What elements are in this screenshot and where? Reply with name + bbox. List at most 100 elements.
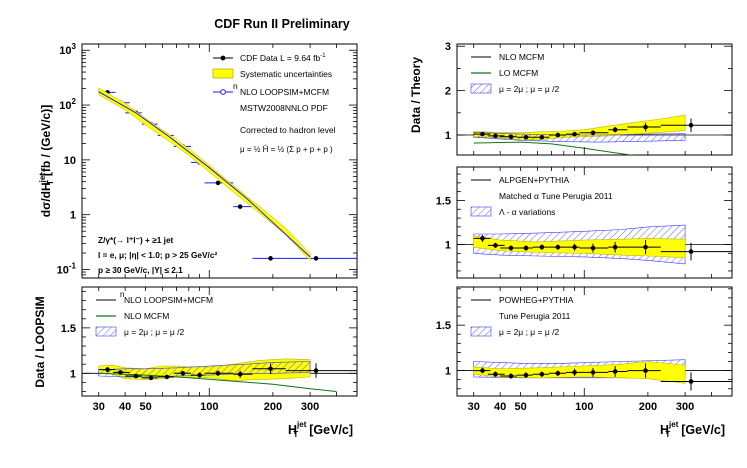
- alpgen-ratio-plot: [457, 224, 732, 265]
- data-point: [180, 370, 186, 376]
- y-tick-label: 1: [445, 366, 451, 378]
- powheg-data-series: [473, 363, 732, 391]
- mcfm-data-series: [473, 118, 732, 140]
- data-point: [539, 134, 545, 140]
- alpgen-data-series: [473, 234, 732, 261]
- selection-line-2: l = e, μ; |η| < 1.0; p > 25 GeV/c²: [98, 250, 217, 260]
- data-point: [688, 249, 694, 254]
- loopsim-legend-entry: NLO MCFM: [96, 311, 169, 321]
- svg-text:POWHEG+PYTHIA: POWHEG+PYTHIA: [499, 295, 574, 305]
- info-hadron: Corrected to hadron level: [240, 125, 336, 135]
- powheg-ratio-plot: [457, 359, 732, 391]
- main-theory-series: [98, 91, 311, 258]
- powheg-ratio-frame: [456, 286, 733, 397]
- legend-theory-over: n: [233, 81, 238, 91]
- y-tick-label: 3: [445, 41, 451, 53]
- data-point: [539, 244, 545, 250]
- data-point: [572, 370, 577, 375]
- x-tick-label: 30: [468, 401, 480, 413]
- powheg-legend-entry: μ = 2μ ; μ = μ /2: [470, 326, 559, 337]
- data-point: [118, 370, 123, 375]
- svg-text:μ = 2μ ; μ = μ /2: μ = 2μ ; μ = μ /2: [499, 327, 559, 337]
- data-point: [643, 244, 648, 250]
- data-point: [590, 370, 596, 375]
- data-point: [215, 180, 221, 186]
- alpgen-ratio-frame: [456, 166, 733, 279]
- data-point: [508, 245, 514, 251]
- selection-line-1: Z/γ*(→ l⁺l⁻) + ≥1 jet: [98, 235, 174, 245]
- data-point: [268, 366, 273, 372]
- mcfm-ratio-plot: [457, 114, 732, 155]
- data-point: [148, 375, 154, 381]
- data-point: [555, 244, 561, 250]
- data-point: [643, 124, 648, 130]
- data-point: [480, 131, 485, 137]
- data-point: [105, 367, 110, 372]
- mcfm-legend-entry: LO MCFM: [471, 68, 538, 78]
- data-point: [539, 371, 545, 377]
- data-point: [572, 131, 577, 137]
- y-tick-label: 1: [70, 368, 76, 380]
- y-tick-label: 2: [445, 86, 451, 98]
- legend-theory: NLO LOOPSIM+MCFM: [240, 87, 329, 97]
- legend-data: CDF Data L = 9.64 fb-1: [240, 53, 326, 63]
- alpgen-legend-entry: ALPGEN+PYTHIA: [471, 175, 569, 185]
- svg-text:LO MCFM: LO MCFM: [499, 68, 538, 78]
- x-tick-label: 40: [119, 401, 131, 413]
- info-pdf: MSTW2008NNLO PDF: [240, 103, 328, 113]
- data-point: [612, 127, 618, 132]
- data-point: [612, 369, 618, 374]
- data-point: [572, 244, 577, 250]
- svg-text:Λ - α variations: Λ - α variations: [499, 207, 555, 217]
- data-point: [480, 368, 485, 373]
- alpgen-legend-entry: Λ - α variations: [470, 206, 555, 217]
- data-point: [237, 204, 243, 209]
- loopsim-ratio-plot: [82, 358, 357, 392]
- selection-line-3: p ≥ 30 GeV/c, |Y| ≤ 2.1: [98, 265, 183, 275]
- data-point: [555, 370, 561, 376]
- y-tick-label: 1: [70, 210, 76, 222]
- data-point: [590, 245, 596, 251]
- svg-text:NLO LOOPSIM+MCFM: NLO LOOPSIM+MCFM: [124, 295, 213, 305]
- data-point: [523, 245, 529, 251]
- data-point: [313, 256, 319, 261]
- mcfm-legend-entry: μ = 2μ ; μ = μ /2: [470, 83, 559, 94]
- mcfm-legend-entry: NLO MCFM: [471, 52, 544, 62]
- data-point: [508, 373, 514, 379]
- x-tick-label: 100: [200, 401, 218, 413]
- svg-text:NLO MCFM: NLO MCFM: [124, 311, 169, 321]
- main-legend: CDF Data L = 9.64 fb-1 Systematic uncert…: [212, 53, 336, 154]
- data-point: [133, 373, 139, 379]
- data-point: [164, 374, 170, 380]
- svg-text:Tune Perugia 2011: Tune Perugia 2011: [499, 311, 571, 321]
- data-point: [612, 244, 618, 250]
- data-point: [523, 372, 529, 378]
- y-tick-label: 103: [59, 42, 76, 57]
- loopsim-ratio-frame: [81, 286, 358, 397]
- data-point: [197, 372, 202, 378]
- data-point: [688, 379, 694, 384]
- powheg-legend-entry: Tune Perugia 2011: [499, 311, 571, 321]
- y-tick-label: 10: [64, 155, 76, 167]
- powheg-legend-entry: POWHEG+PYTHIA: [471, 295, 574, 305]
- mcfm-ratio-frame: [456, 43, 733, 156]
- data-point: [493, 133, 498, 139]
- y-tick-label: 102: [59, 97, 76, 112]
- loopsim-y-axis-label: Data / LOOPSIM: [33, 296, 47, 387]
- x-tick-label: 50: [515, 401, 527, 413]
- x-tick-label: 300: [301, 401, 319, 413]
- x-tick-label: 200: [639, 401, 657, 413]
- y-tick-label: 10-1: [57, 262, 77, 277]
- data-point: [313, 368, 319, 373]
- y-tick-label: 1.5: [436, 195, 451, 207]
- x-tick-label: 50: [140, 401, 152, 413]
- svg-text:Matched α Tune Perugia 2011: Matched α Tune Perugia 2011: [499, 191, 613, 201]
- legend-systematics: Systematic uncertainties: [240, 69, 332, 79]
- right-y-axis-label: Data / Theory: [409, 57, 423, 133]
- data-point: [215, 370, 221, 376]
- figure-title: CDF Run II Preliminary: [214, 17, 349, 31]
